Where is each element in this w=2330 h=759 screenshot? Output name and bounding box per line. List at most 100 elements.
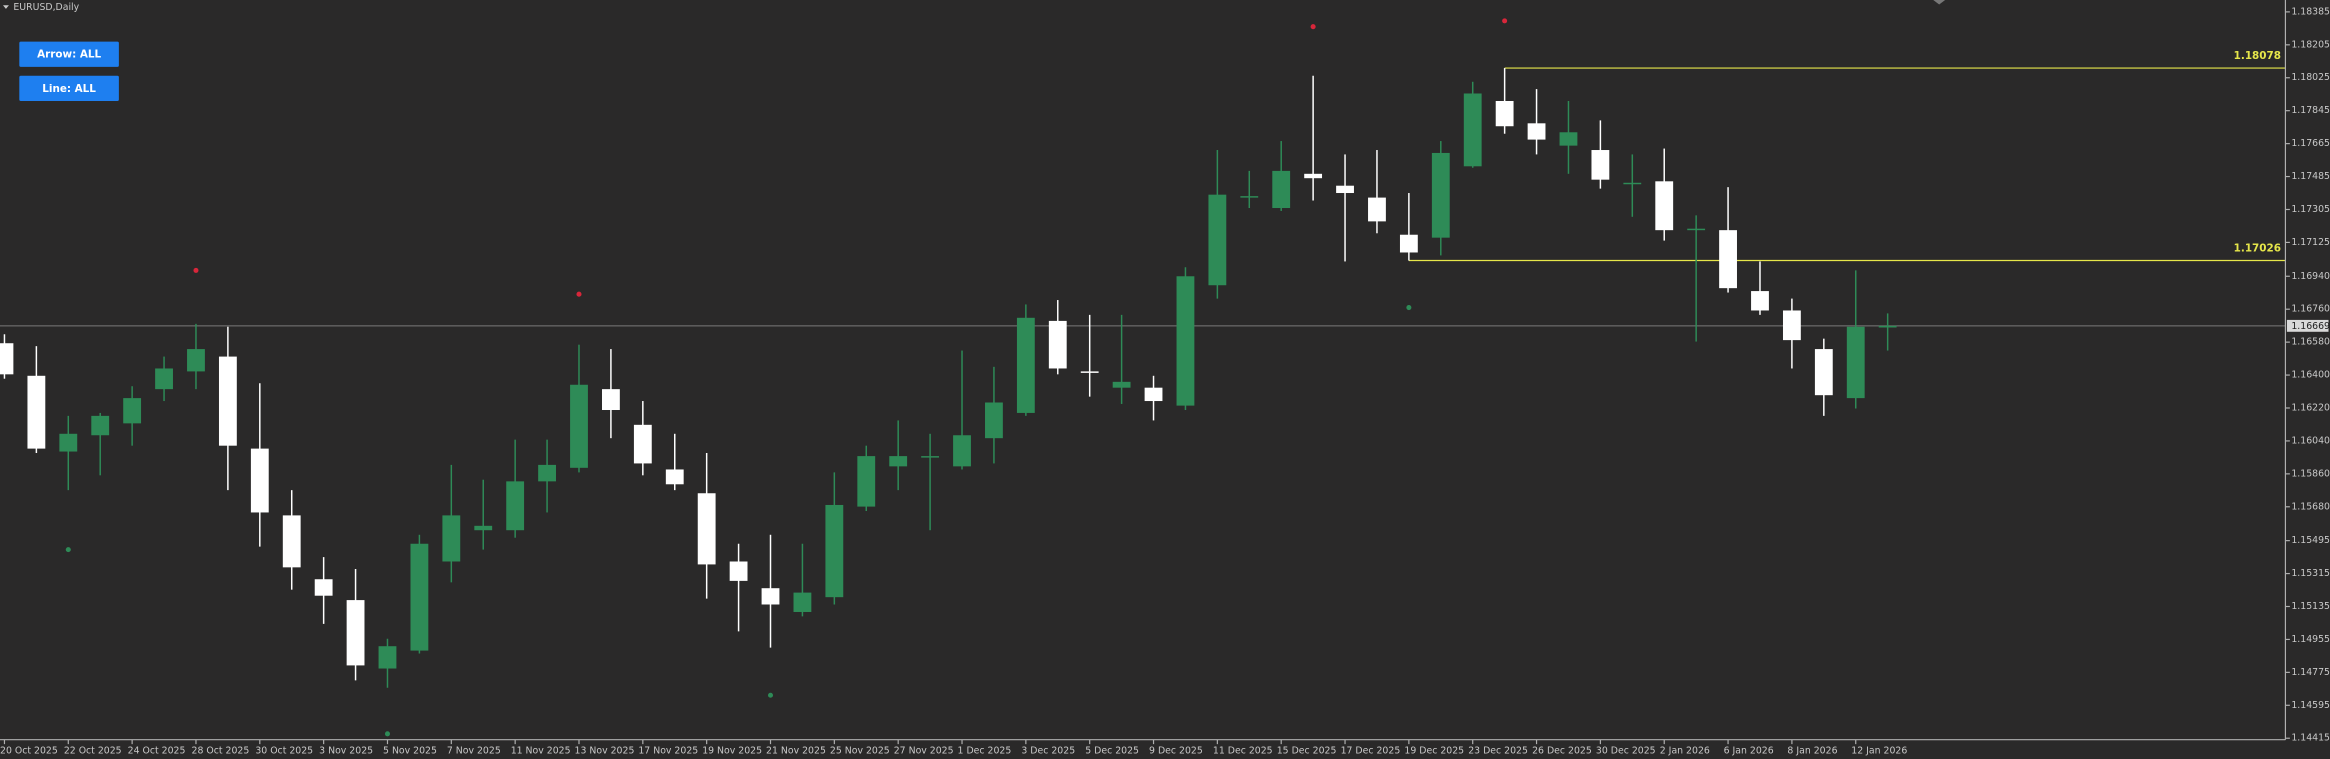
candle-body [282, 515, 301, 568]
x-tick-label: 19 Nov 2025 [702, 745, 762, 756]
x-tick-label: 15 Dec 2025 [1277, 745, 1337, 756]
candle-body [665, 469, 684, 485]
candle-body [1782, 310, 1801, 341]
candle-body [506, 481, 525, 531]
y-tick-label: 1.14775 [2291, 667, 2330, 678]
signal-marker [384, 731, 391, 737]
candle-body [410, 543, 429, 651]
candle-body [1878, 325, 1897, 328]
y-tick-label: 1.15315 [2291, 568, 2330, 579]
x-tick-label: 25 Nov 2025 [830, 745, 890, 756]
last-price-label: 1.16669 [2291, 321, 2330, 332]
x-tick-label: 22 Oct 2025 [64, 745, 122, 756]
symbol-dropdown-icon[interactable] [2, 5, 9, 9]
x-tick-label: 1 Dec 2025 [958, 745, 1012, 756]
candle-body [314, 579, 333, 596]
y-tick-label: 1.15860 [2291, 468, 2330, 479]
candle-body [250, 448, 269, 513]
x-tick-label: 24 Oct 2025 [128, 745, 186, 756]
candle-body [889, 456, 908, 467]
y-tick-label: 1.16580 [2291, 337, 2330, 348]
button-label[interactable]: Arrow: ALL [37, 49, 101, 61]
signal-marker [1406, 305, 1412, 311]
x-tick-label: 5 Dec 2025 [1085, 745, 1139, 756]
signal-marker [576, 291, 582, 297]
candle-body [1463, 93, 1482, 167]
candle-body [59, 433, 78, 452]
candle-body [1527, 123, 1546, 140]
y-tick-label: 1.18025 [2291, 72, 2330, 83]
y-tick-label: 1.17125 [2291, 237, 2330, 248]
candle-body [921, 456, 940, 458]
button-label[interactable]: Line: ALL [42, 83, 96, 95]
candle-body [1304, 173, 1323, 179]
x-tick-label: 21 Nov 2025 [766, 745, 826, 756]
candle-body [1272, 170, 1291, 209]
candle-body [442, 515, 461, 562]
button-background[interactable] [19, 41, 119, 67]
y-tick-label: 1.15495 [2291, 535, 2330, 546]
candle-body [1399, 234, 1418, 253]
candle-body [1559, 132, 1578, 146]
candle-body [123, 398, 142, 424]
candle-body [633, 424, 652, 464]
candle-body [1112, 381, 1131, 388]
arrow-button[interactable]: Arrow: ALL [19, 41, 119, 67]
chart-title: EURUSD,Daily [13, 2, 79, 13]
candle-body [1080, 371, 1099, 373]
candle-body [601, 389, 620, 411]
candle-body [1719, 230, 1737, 289]
x-tick-label: 5 Nov 2025 [383, 745, 437, 756]
candle-body [538, 464, 556, 482]
x-tick-label: 11 Nov 2025 [511, 745, 571, 756]
candle-body [346, 600, 365, 666]
candle-body [857, 456, 876, 507]
y-tick-label: 1.17485 [2291, 171, 2330, 182]
candle-body [1336, 185, 1354, 194]
line-button[interactable]: Line: ALL [19, 75, 119, 102]
candle-body [1495, 100, 1514, 127]
x-tick-label: 7 Nov 2025 [447, 745, 501, 756]
x-tick-label: 9 Dec 2025 [1149, 745, 1203, 756]
candle-body [1623, 182, 1642, 185]
y-tick-label: 1.18205 [2291, 39, 2330, 50]
candle-body [1431, 152, 1450, 238]
candle-body [27, 375, 46, 449]
candle-body [1144, 387, 1163, 402]
candle-body [761, 588, 780, 605]
y-tick-label: 1.15135 [2291, 601, 2330, 612]
candle-body [187, 349, 205, 372]
x-tick-label: 30 Oct 2025 [255, 745, 313, 756]
y-tick-label: 1.16940 [2291, 271, 2330, 282]
x-tick-label: 3 Dec 2025 [1021, 745, 1075, 756]
x-tick-label: 2 Jan 2026 [1660, 745, 1710, 756]
x-tick-label: 11 Dec 2025 [1213, 745, 1273, 756]
y-tick-label: 1.17665 [2291, 138, 2330, 149]
x-tick-label: 17 Nov 2025 [638, 745, 698, 756]
x-tick-label: 30 Dec 2025 [1596, 745, 1656, 756]
x-tick-label: 19 Dec 2025 [1404, 745, 1464, 756]
candle-body [1016, 317, 1035, 413]
candle-body [1368, 197, 1386, 222]
scroll-marker [1933, 0, 1946, 5]
candle-body [1208, 194, 1227, 286]
level-label: 1.17026 [2234, 243, 2281, 255]
y-tick-label: 1.16220 [2291, 402, 2330, 413]
candle-body [1687, 228, 1706, 231]
candle-body [985, 402, 1003, 439]
y-tick-label: 1.17845 [2291, 105, 2330, 116]
candle-body [729, 561, 748, 581]
x-tick-label: 28 Oct 2025 [192, 745, 250, 756]
button-background[interactable] [19, 75, 119, 102]
candle-body [1176, 276, 1195, 406]
x-tick-label: 26 Dec 2025 [1532, 745, 1592, 756]
candle-body [1751, 291, 1769, 311]
candle-body [1655, 181, 1674, 231]
y-tick-label: 1.16760 [2291, 304, 2330, 315]
x-tick-label: 8 Jan 2026 [1787, 745, 1837, 756]
x-tick-label: 3 Nov 2025 [319, 745, 373, 756]
last-price-box [2286, 319, 2329, 332]
y-tick-label: 1.16400 [2291, 370, 2330, 381]
